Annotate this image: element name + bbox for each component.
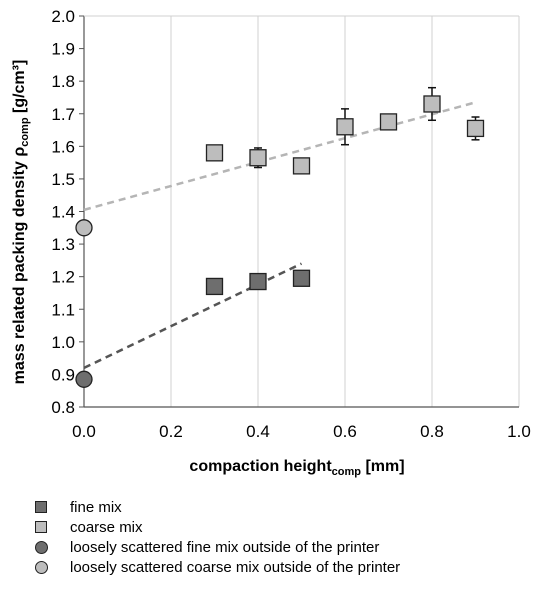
trendlines bbox=[83, 101, 476, 370]
legend-item-coarse-mix: coarse mix bbox=[30, 517, 400, 537]
chart-canvas: 0.0 0.2 0.4 0.6 0.8 1.0 0.8 0.9 1.0 1.1 1.2 1.3 1.4 1… bbox=[11, 7, 531, 478]
data-points bbox=[75, 95, 485, 388]
point-coarse-mix bbox=[336, 118, 354, 136]
legend-item-loose-coarse: loosely scattered coarse mix outside of … bbox=[30, 557, 400, 577]
x-axis-title: compaction heightcomp [mm] bbox=[189, 458, 404, 478]
grid-lines bbox=[170, 16, 520, 407]
y-tick-label: 1.0 bbox=[51, 333, 75, 352]
legend-item-fine-mix: fine mix bbox=[30, 497, 400, 517]
y-tick-label: 2.0 bbox=[51, 7, 75, 26]
legend-label-loose-fine: loosely scattered fine mix outside of th… bbox=[70, 538, 380, 556]
point-coarse-mix bbox=[379, 113, 398, 131]
y-tick-label: 1.4 bbox=[51, 203, 75, 222]
x-tick-label: 0.4 bbox=[246, 422, 270, 441]
x-axis-title-main: compaction height bbox=[189, 458, 332, 475]
x-axis-title-unit: [mm] bbox=[361, 458, 405, 475]
legend-marker-loose-fine bbox=[30, 540, 52, 554]
point-fine-mix bbox=[249, 272, 267, 291]
y-tick-label: 1.8 bbox=[51, 72, 75, 91]
point-coarse-mix bbox=[423, 95, 441, 113]
y-axis-title-main: mass related packing density ρ bbox=[11, 147, 28, 385]
x-tick-label: 0.2 bbox=[159, 422, 183, 441]
y-axis-title: mass related packing density ρcomp [g/cm… bbox=[11, 60, 31, 385]
y-tick-label: 1.1 bbox=[51, 300, 75, 319]
y-axis-title-subscript: comp bbox=[19, 117, 31, 147]
point-coarse-mix bbox=[249, 149, 267, 167]
x-axis-title-subscript: comp bbox=[332, 466, 362, 478]
axes bbox=[79, 15, 519, 408]
tick-labels: 0.0 0.2 0.4 0.6 0.8 1.0 0.8 0.9 1.0 1.1 1.2 1.3 1.4 1… bbox=[51, 7, 530, 441]
point-loosely-scattered-coarse-mix-outside-of-the-printer bbox=[75, 219, 93, 237]
legend-label-loose-coarse: loosely scattered coarse mix outside of … bbox=[70, 558, 401, 576]
legend-label-coarse-mix: coarse mix bbox=[70, 518, 143, 536]
y-axis-title-unit: [g/cm³] bbox=[11, 60, 28, 118]
x-tick-label: 0.0 bbox=[72, 422, 96, 441]
y-tick-label: 1.7 bbox=[51, 105, 75, 124]
legend-label-fine-mix: fine mix bbox=[70, 498, 122, 516]
square-marker-icon bbox=[35, 521, 47, 533]
point-fine-mix bbox=[205, 277, 224, 296]
error-bars bbox=[254, 86, 480, 286]
circle-marker-icon bbox=[34, 560, 48, 574]
y-tick-label: 1.5 bbox=[51, 170, 75, 189]
point-fine-mix bbox=[292, 269, 311, 287]
point-coarse-mix bbox=[466, 119, 485, 138]
point-loosely-scattered-fine-mix-outside-of-the-printer bbox=[75, 370, 93, 388]
x-tick-label: 0.8 bbox=[420, 422, 444, 441]
circle-marker-icon bbox=[34, 540, 48, 554]
y-tick-label: 0.8 bbox=[51, 398, 75, 417]
x-tick-label: 1.0 bbox=[507, 422, 531, 441]
y-tick-label: 1.9 bbox=[51, 40, 75, 59]
trendline-coarse-mix bbox=[83, 101, 476, 212]
y-tick-label: 0.9 bbox=[51, 365, 75, 384]
legend: fine mix coarse mix loosely scattered fi… bbox=[30, 497, 400, 577]
trendline-fine-mix bbox=[83, 262, 303, 370]
legend-marker-fine-mix bbox=[30, 501, 52, 513]
square-marker-icon bbox=[35, 501, 47, 513]
point-coarse-mix bbox=[292, 157, 311, 175]
y-tick-label: 1.2 bbox=[51, 268, 75, 287]
legend-marker-loose-coarse bbox=[30, 560, 52, 574]
point-coarse-mix bbox=[205, 144, 224, 162]
x-tick-label: 0.6 bbox=[333, 422, 357, 441]
y-tick-label: 1.3 bbox=[51, 235, 75, 254]
legend-item-loose-fine: loosely scattered fine mix outside of th… bbox=[30, 537, 400, 557]
legend-marker-coarse-mix bbox=[30, 521, 52, 533]
y-tick-label: 1.6 bbox=[51, 137, 75, 156]
